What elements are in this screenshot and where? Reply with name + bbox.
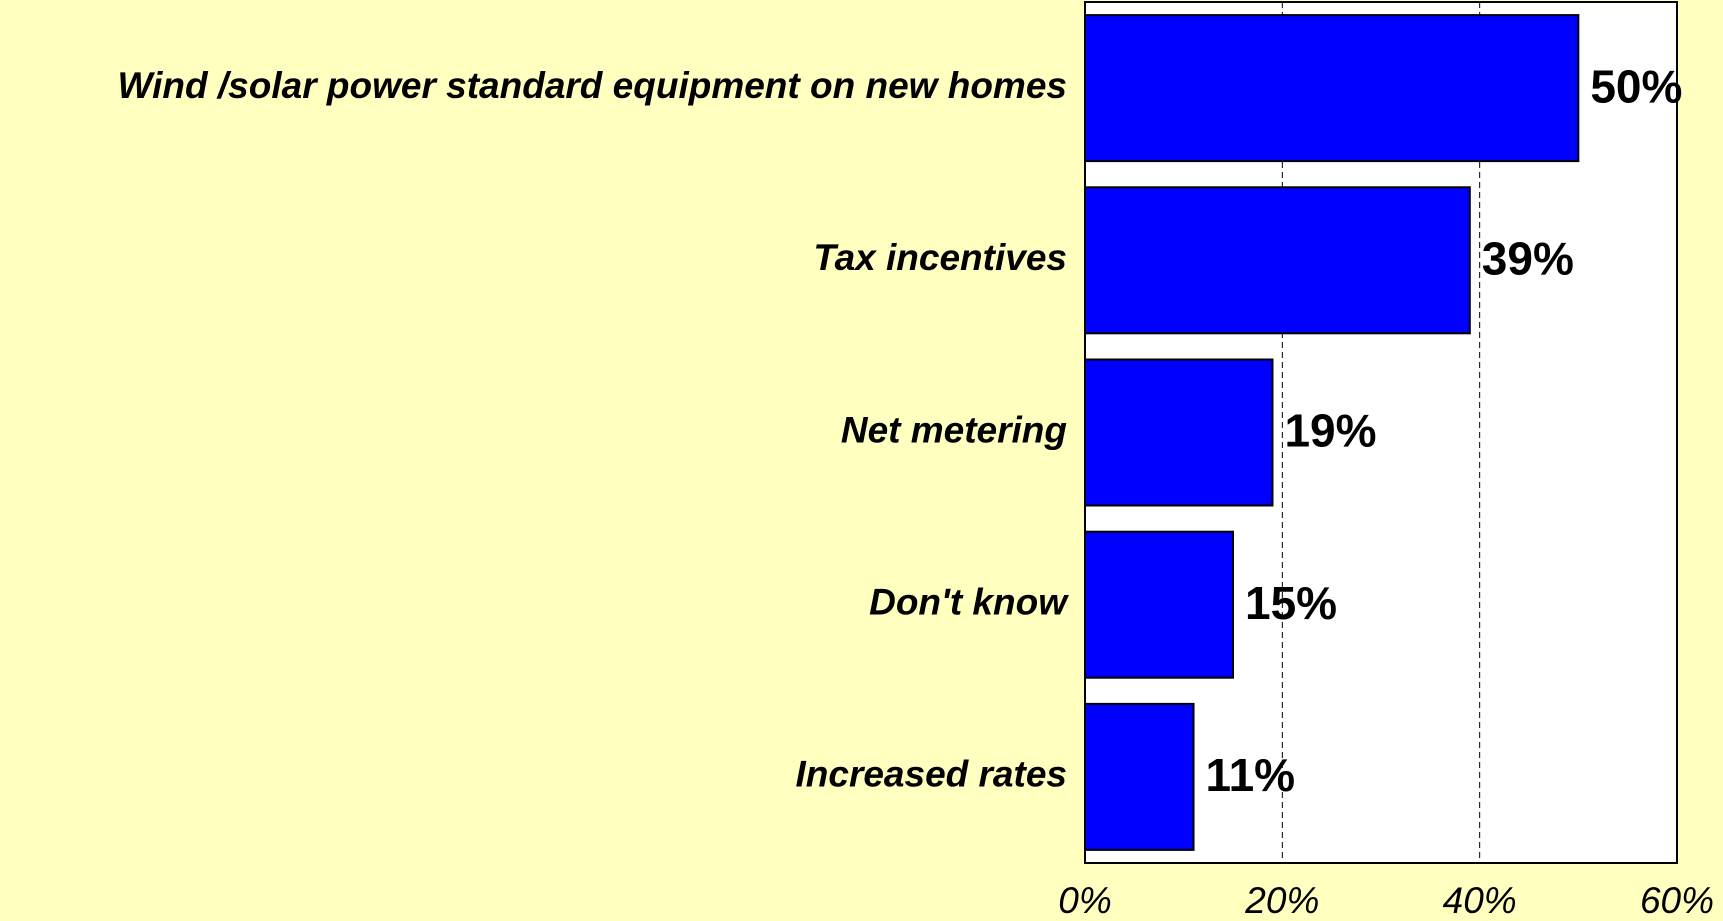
- category-label: Net metering: [841, 409, 1067, 450]
- bar: [1084, 358, 1274, 507]
- value-label: 39%: [1482, 232, 1574, 284]
- x-tick-label: 40%: [1443, 880, 1517, 921]
- bar: [1084, 702, 1195, 851]
- bar: [1084, 530, 1234, 679]
- category-label: Increased rates: [795, 754, 1067, 795]
- value-label: 15%: [1245, 577, 1337, 629]
- x-tick-label: 0%: [1058, 880, 1111, 921]
- category-label: Tax incentives: [813, 237, 1067, 278]
- category-label: Wind /solar power standard equipment on …: [118, 65, 1067, 106]
- bar: [1084, 186, 1471, 335]
- x-tick-label: 60%: [1640, 880, 1714, 921]
- value-label: 11%: [1206, 749, 1296, 801]
- plot-border: [1084, 1, 1678, 864]
- value-label: 50%: [1590, 60, 1682, 112]
- value-label: 19%: [1284, 405, 1376, 457]
- category-label: Don't know: [869, 581, 1069, 622]
- bar: [1084, 14, 1580, 163]
- x-tick-label: 20%: [1244, 880, 1319, 921]
